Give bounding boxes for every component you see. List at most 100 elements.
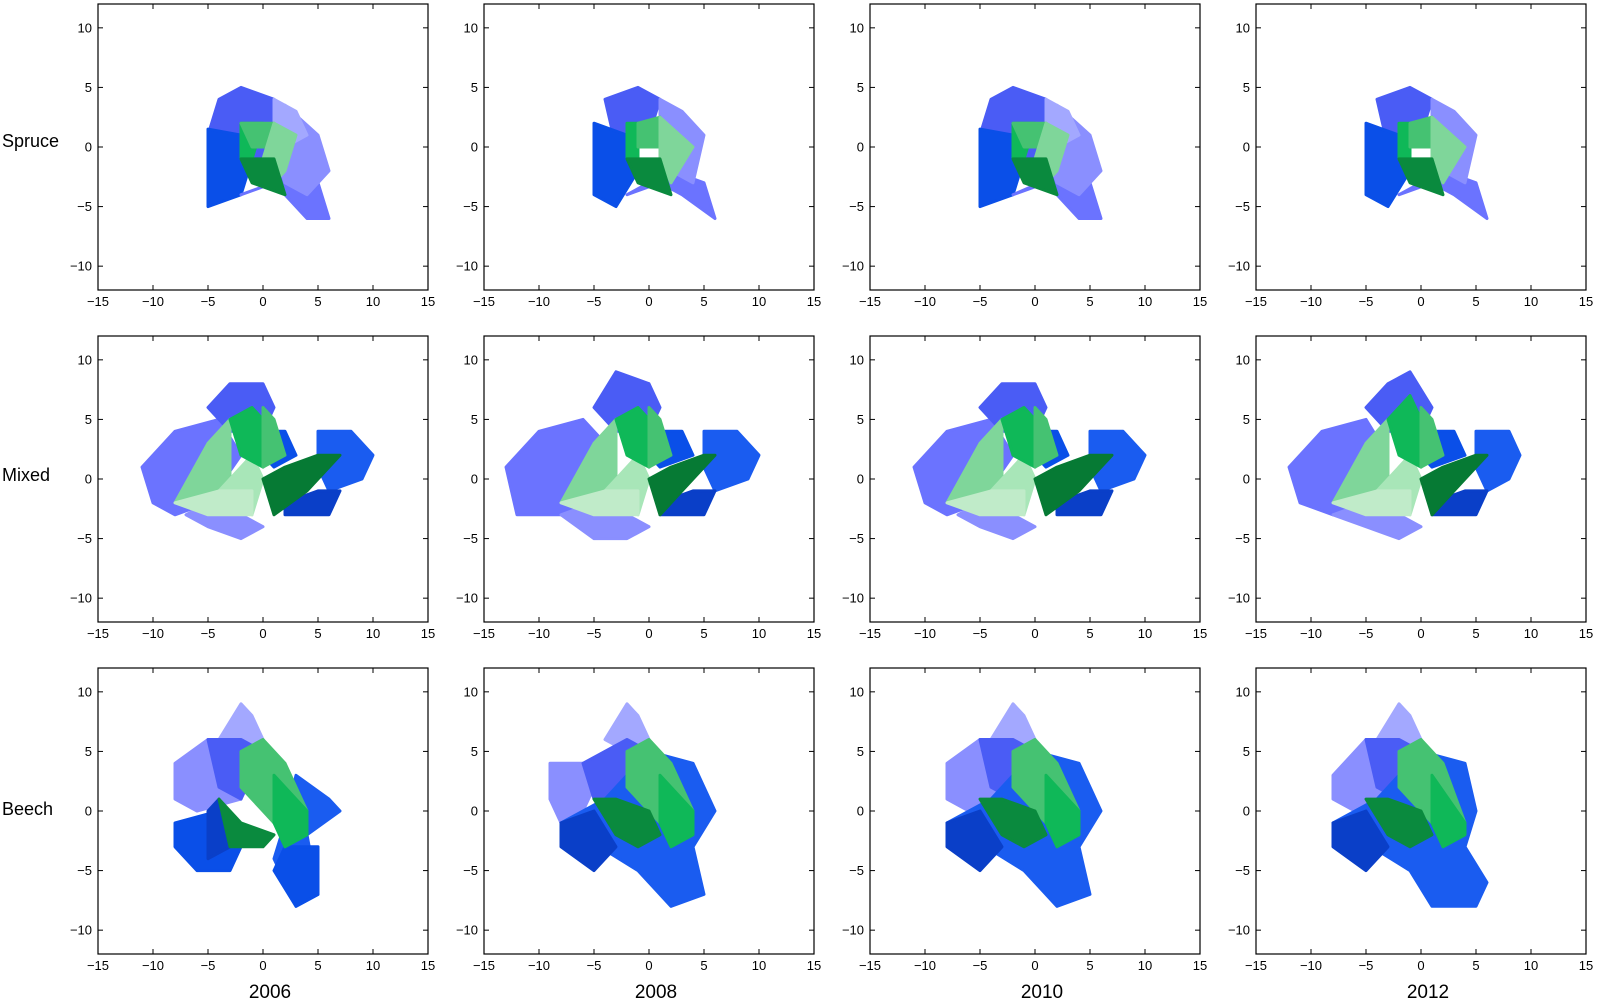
x-tick-label: 0 — [645, 294, 652, 309]
x-tick-label: 10 — [1138, 626, 1152, 641]
y-tick-label: −10 — [456, 259, 478, 274]
col-label-2006: 2006 — [249, 982, 291, 1001]
panel-mixed-2006: −15 −10 −5 0 5 10 15 −10 −5 0 5 10 — [70, 335, 435, 641]
y-tick-label: −10 — [1228, 591, 1250, 606]
crown-polygon-5 — [1055, 489, 1114, 517]
y-tick-label: −10 — [70, 259, 92, 274]
plot-area-beech-2008 — [548, 702, 717, 908]
row-labels: Spruce Mixed Beech — [2, 131, 59, 819]
y-tick-label: −10 — [842, 259, 864, 274]
x-tick-label: 10 — [1138, 294, 1152, 309]
x-tick-label: 0 — [645, 626, 652, 641]
y-tick-label: −5 — [77, 863, 92, 878]
x-tick-label: 15 — [421, 294, 435, 309]
y-tick-label: 10 — [78, 20, 92, 35]
x-tick-label: 5 — [314, 626, 321, 641]
x-tick-label: −5 — [201, 958, 216, 973]
panel-spruce-2006: −15 −10 −5 0 5 10 15 −10 −5 0 5 10 — [70, 3, 435, 309]
y-tick-label: 0 — [1243, 140, 1250, 155]
x-tick-label: −5 — [201, 294, 216, 309]
row-label-spruce: Spruce — [2, 131, 59, 151]
x-tick-label: 15 — [421, 626, 435, 641]
crown-polygon-6 — [272, 845, 320, 908]
x-tick-label: 5 — [700, 958, 707, 973]
y-tick-label: 0 — [85, 472, 92, 487]
panel-spruce-2008: −15 −10 −5 0 5 10 15 −10 −5 0 5 10 — [456, 3, 821, 309]
x-tick-label: 10 — [1524, 626, 1538, 641]
x-tick-label: −5 — [587, 958, 602, 973]
y-tick-label: 5 — [1243, 80, 1250, 95]
y-tick-label: −10 — [70, 923, 92, 938]
gap-polygon-2 — [173, 489, 254, 517]
gap-polygon-2 — [945, 489, 1026, 517]
x-tick-label: −15 — [859, 626, 881, 641]
y-tick-label: 10 — [850, 352, 864, 367]
panel-beech-2010: −15 −10 −5 0 5 10 15 −10 −5 0 5 10 — [842, 667, 1207, 973]
y-tick-label: −10 — [70, 591, 92, 606]
y-tick-label: 10 — [464, 352, 478, 367]
x-tick-label: 15 — [421, 958, 435, 973]
y-tick-label: 0 — [471, 472, 478, 487]
x-tick-label: 15 — [807, 294, 821, 309]
y-tick-label: 5 — [1243, 744, 1250, 759]
x-tick-label: −15 — [473, 958, 495, 973]
panels: −15 −10 −5 0 5 10 15 −10 −5 0 5 10 −15 −10 −5 0 5 10 15 −10… — [70, 3, 1593, 973]
y-tick-label: 0 — [857, 804, 864, 819]
gap-polygon-2 — [1430, 115, 1467, 185]
x-tick-label: −5 — [1359, 958, 1374, 973]
x-tick-label: −5 — [587, 626, 602, 641]
x-tick-label: 5 — [1086, 958, 1093, 973]
plot-area-mixed-2010 — [912, 382, 1147, 541]
y-tick-label: 10 — [1236, 684, 1250, 699]
y-tick-label: 5 — [471, 80, 478, 95]
gap-polygon-1 — [636, 115, 662, 149]
x-tick-label: 5 — [314, 958, 321, 973]
gap-polygon-2 — [217, 797, 276, 849]
y-tick-label: 10 — [78, 352, 92, 367]
y-tick-label: −5 — [77, 531, 92, 546]
x-tick-label: 10 — [1524, 294, 1538, 309]
col-label-2008: 2008 — [635, 982, 677, 1001]
x-tick-label: −10 — [142, 294, 164, 309]
gap-polygon-4 — [261, 406, 287, 469]
x-tick-label: −15 — [1245, 958, 1267, 973]
x-tick-label: 0 — [259, 294, 266, 309]
x-tick-label: 10 — [1138, 958, 1152, 973]
y-tick-label: 10 — [1236, 352, 1250, 367]
plot-area-mixed-2012 — [1287, 370, 1522, 541]
y-tick-label: −5 — [1235, 863, 1250, 878]
plot-area-mixed-2008 — [504, 370, 761, 541]
y-tick-label: 0 — [85, 140, 92, 155]
y-tick-label: −10 — [842, 591, 864, 606]
y-tick-label: −10 — [1228, 923, 1250, 938]
y-tick-label: 5 — [85, 412, 92, 427]
gap-polygon-5 — [261, 453, 342, 517]
panel-mixed-2010: −15 −10 −5 0 5 10 15 −10 −5 0 5 10 — [842, 335, 1207, 641]
x-tick-label: 15 — [1579, 626, 1593, 641]
x-tick-label: −5 — [973, 626, 988, 641]
gap-polygon-1 — [658, 773, 695, 849]
x-tick-label: 5 — [700, 626, 707, 641]
x-tick-label: −10 — [914, 294, 936, 309]
y-tick-label: −10 — [842, 923, 864, 938]
x-tick-label: −10 — [528, 294, 550, 309]
x-tick-label: −15 — [473, 294, 495, 309]
col-labels: 2006 2008 2010 2012 — [249, 982, 1449, 1001]
x-tick-label: −5 — [1359, 294, 1374, 309]
y-tick-label: −5 — [1235, 531, 1250, 546]
crown-polygon-4 — [702, 429, 761, 493]
x-tick-label: 5 — [314, 294, 321, 309]
gap-polygon-0 — [625, 121, 640, 161]
row-label-mixed: Mixed — [2, 465, 50, 485]
x-tick-label: 15 — [1579, 294, 1593, 309]
plot-area-spruce-2006 — [206, 85, 331, 220]
x-tick-label: 10 — [1524, 958, 1538, 973]
gap-polygon-2 — [658, 115, 695, 185]
x-tick-label: −10 — [528, 958, 550, 973]
panel-beech-2008: −15 −10 −5 0 5 10 15 −10 −5 0 5 10 — [456, 667, 821, 973]
x-tick-label: −15 — [1245, 294, 1267, 309]
plot-area-mixed-2006 — [140, 382, 375, 541]
panel-spruce-2012: −15 −10 −5 0 5 10 15 −10 −5 0 5 10 — [1228, 3, 1593, 309]
y-tick-label: 10 — [464, 20, 478, 35]
x-tick-label: 0 — [1417, 294, 1424, 309]
